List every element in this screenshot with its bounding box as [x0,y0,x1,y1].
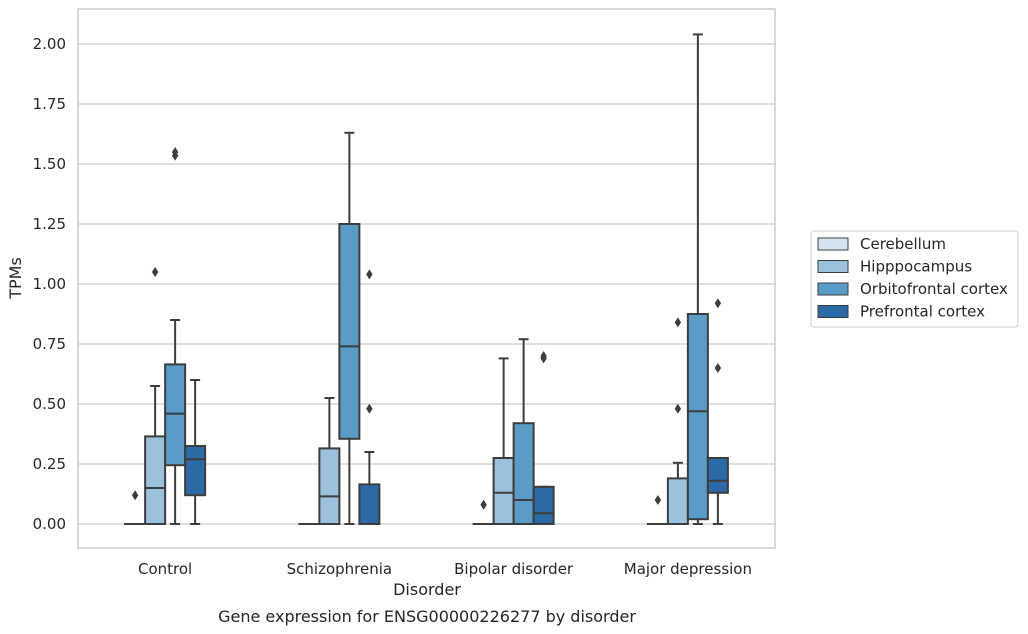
outlier-point [714,298,722,309]
box-iqr [358,483,381,525]
boxes [124,33,729,526]
legend-swatch [817,260,849,273]
box-orbitofrontal-cortex [686,33,709,525]
y-tick-labels: 0.00 0.25 0.50 0.75 1.00 1.25 1.50 1.75 2.00 [33,35,66,533]
legend-label: Orbitofrontal cortex [860,280,1008,298]
box-prefrontal-cortex [706,298,729,525]
y-tick-label: 0.25 [33,455,66,473]
y-tick-label: 0.75 [33,335,66,353]
legend-swatch [817,237,849,251]
x-axis-label: Disorder [393,580,461,599]
y-tick-label: 1.75 [33,95,66,113]
legend-frame [810,230,1019,328]
box-orbitofrontal-cortex [164,147,187,525]
box-orbitofrontal-cortex [338,131,361,525]
outlier-point [131,490,139,501]
x-tick-label: Major depression [624,560,752,578]
box-hipppocampus [318,397,341,525]
y-tick-label: 0.00 [33,515,66,533]
legend-label: Cerebellum [860,235,946,253]
outlier-point [674,317,682,328]
x-tick-label: Bipolar disorder [454,560,574,578]
y-tick-label: 1.25 [33,215,66,233]
y-axis-label: TPMs [6,257,25,300]
legend-swatch [817,282,849,296]
x-tick-label: Schizophrenia [287,560,392,578]
outlier-point [366,403,373,414]
x-tick-label: Control [138,560,192,578]
legend: Cerebellum Hipppocampus Orbitofrontal cort… [810,230,1019,328]
plot-frame [77,8,776,549]
box-iqr [318,447,341,525]
outlier-point [654,495,662,505]
box-iqr [492,457,515,525]
box-iqr [532,485,555,525]
box-prefrontal-cortex [358,269,381,525]
box-iqr [666,477,689,525]
y-tick-label: 0.50 [33,395,66,413]
x-tick-labels: Control Schizophrenia Bipolar disorder Majo… [138,560,752,578]
box-hipppocampus [144,267,167,525]
legend-label: Hipppocampus [860,258,972,276]
outlier-point [171,147,179,157]
box-prefrontal-cortex [532,351,555,525]
y-tick-label: 2.00 [33,35,66,53]
outlier-point [151,267,159,277]
y-tick-label: 1.50 [33,155,66,173]
box-iqr [706,457,729,494]
box-orbitofrontal-cortex [512,338,535,526]
outlier-point [480,499,487,510]
y-tick-label: 1.00 [33,275,66,293]
outlier-point [714,363,722,373]
box-iqr [338,223,361,440]
chart-title: Gene expression for ENSG00000226277 by d… [218,607,636,626]
outlier-point [674,403,682,414]
box-iqr [184,445,207,497]
box-iqr [164,363,187,467]
box-iqr [144,435,167,525]
box-prefrontal-cortex [184,379,207,525]
box-iqr [512,422,535,526]
box-hipppocampus [492,357,515,525]
legend-label: Prefrontal cortex [860,303,985,321]
outlier-point [366,269,373,280]
box-iqr [686,313,709,521]
legend-swatch [817,305,849,318]
outlier-point [540,351,547,361]
